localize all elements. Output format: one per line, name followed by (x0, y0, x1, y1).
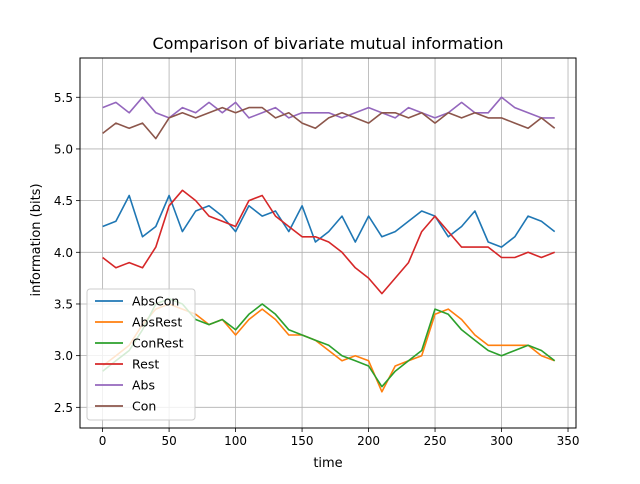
chart-title: Comparison of bivariate mutual informati… (152, 34, 503, 53)
legend-label-con: Con (132, 399, 156, 414)
legend-label-abscon: AbsCon (132, 294, 179, 309)
x-tick-label: 250 (424, 434, 447, 448)
x-tick-label: 50 (161, 434, 176, 448)
y-tick-label: 4.0 (54, 246, 73, 260)
x-tick-label: 100 (224, 434, 247, 448)
x-tick-label: 300 (490, 434, 513, 448)
x-tick-label: 0 (99, 434, 107, 448)
y-tick-label: 3.0 (54, 349, 73, 363)
series-line-con (102, 106, 556, 140)
series-line-rest (102, 189, 555, 295)
legend-label-absrest: AbsRest (132, 315, 182, 330)
series-line-abs (102, 96, 555, 119)
x-tick-label: 150 (291, 434, 314, 448)
x-axis-label: time (313, 456, 342, 471)
plot-area-frame (79, 57, 577, 429)
y-tick-label: 5.5 (54, 91, 73, 105)
y-axis-label: information (bits) (29, 183, 44, 296)
y-tick-label: 3.5 (54, 297, 73, 311)
legend-label-abs: Abs (132, 378, 155, 393)
legend-label-rest: Rest (132, 357, 159, 372)
axis-ticks: 0 50 100 150 200 250 300 350 2.5 3.0 3.5 4.0 4.5 5.0 5… (54, 91, 580, 448)
y-tick-label: 2.5 (54, 401, 73, 415)
series-line-abscon (102, 194, 556, 248)
legend-label-conrest: ConRest (132, 336, 184, 351)
x-tick-label: 200 (357, 434, 380, 448)
y-tick-label: 5.0 (54, 142, 73, 156)
y-tick-label: 4.5 (54, 194, 73, 208)
x-tick-label: 350 (557, 434, 580, 448)
